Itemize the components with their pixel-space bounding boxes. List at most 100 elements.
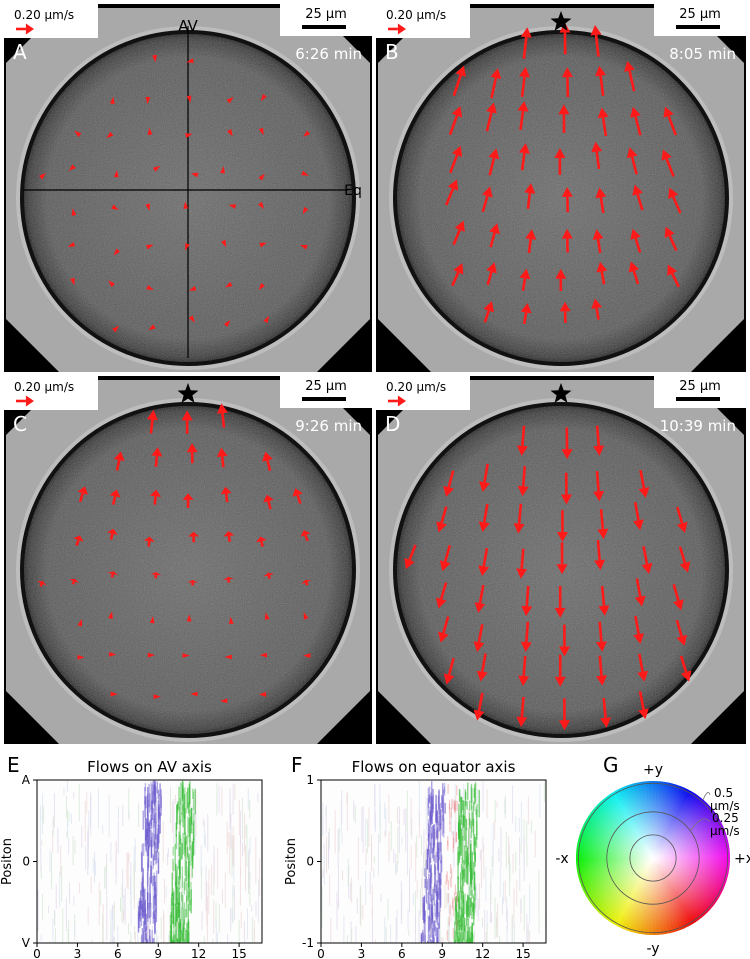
flow-arrow	[559, 698, 571, 731]
flow-arrow	[519, 66, 530, 98]
flow-arrow	[593, 425, 605, 456]
color-wheel	[576, 781, 730, 935]
x-tick-label: 0	[33, 947, 41, 959]
x-tick-label: 6	[114, 947, 122, 959]
flow-arrow	[146, 284, 154, 290]
flow-arrow	[516, 696, 528, 728]
flow-arrow	[439, 545, 452, 572]
flow-arrow	[624, 60, 636, 92]
flow-arrows	[404, 425, 692, 731]
speed-label: 0.20 μm/s	[386, 380, 446, 394]
flow-arrow	[559, 301, 571, 323]
flow-arrow	[592, 229, 604, 254]
flow-arrow	[591, 141, 603, 170]
scale-bar: 25 μm	[654, 376, 746, 408]
flow-arrow	[489, 223, 500, 248]
panel-letter: D	[385, 412, 400, 436]
flow-arrow	[146, 409, 158, 434]
flow-arrow	[483, 301, 494, 323]
flow-arrow	[632, 184, 644, 211]
ring-label-outer: 0.5 μm/s	[710, 786, 740, 813]
kymograph-image	[37, 780, 262, 943]
flow-arrow	[220, 166, 225, 174]
flow-arrow	[38, 172, 46, 180]
speed-arrow	[388, 23, 406, 35]
flow-arrow	[595, 65, 606, 96]
flow-arrow	[300, 244, 308, 250]
flow-arrow	[110, 691, 118, 697]
flow-arrow	[109, 652, 117, 657]
wheel-label-bottom: -y	[646, 941, 659, 957]
flow-arrow	[675, 619, 687, 646]
flow-arrow	[185, 133, 193, 138]
flow-arrow	[663, 106, 677, 136]
flow-arrow	[148, 324, 156, 331]
y-tick-label: 0	[22, 855, 30, 869]
flow-arrow	[301, 579, 312, 586]
wheel-label-left: -x	[555, 851, 568, 867]
scale-bar-label: 25 μm	[679, 379, 721, 394]
flow-arrow	[109, 489, 121, 505]
flow-arrow	[220, 486, 232, 503]
flow-arrow	[561, 186, 573, 213]
flow-arrow	[443, 470, 455, 497]
flow-arrow	[593, 471, 605, 502]
speed-legend: 0.20 μm/s	[4, 4, 98, 38]
flow-arrow	[556, 510, 568, 543]
flow-arrow	[667, 264, 680, 288]
flow-arrow	[598, 585, 610, 616]
flow-arrow	[561, 228, 573, 253]
flow-arrow	[258, 692, 267, 697]
speed-label: 0.20 μm/s	[14, 8, 74, 22]
flow-arrow	[302, 130, 311, 137]
flow-arrow	[485, 102, 497, 132]
panel-letter: B	[385, 40, 399, 64]
panel-letter: A	[13, 40, 27, 64]
flow-arrow	[186, 58, 194, 63]
flow-arrow	[520, 621, 532, 653]
flow-arrow	[452, 65, 466, 97]
flow-arrow	[556, 542, 568, 575]
x-tick-label: 9	[154, 947, 162, 959]
flow-arrow	[186, 443, 198, 464]
flow-arrow	[518, 655, 530, 687]
flow-arrow	[478, 547, 490, 577]
flow-arrow	[404, 544, 417, 570]
flow-arrow	[70, 277, 75, 286]
panel-b: 0.20 μm/s 25 μm B 8:05 min	[376, 4, 746, 372]
kymograph-title: Flows on AV axis	[87, 758, 212, 776]
flow-arrows	[444, 22, 682, 325]
flow-arrow	[224, 654, 232, 660]
y-axis-label: Positon	[284, 838, 299, 885]
flow-arrow	[303, 612, 309, 620]
flow-arrow	[638, 691, 649, 720]
wheel-ring	[577, 782, 729, 934]
flow-arrow	[594, 539, 606, 571]
flow-arrow	[108, 280, 116, 288]
flow-arrow	[554, 585, 566, 618]
flow-arrow	[260, 94, 267, 102]
embryo-outline	[393, 402, 729, 738]
flow-arrow	[597, 107, 609, 137]
flow-arrow	[518, 143, 530, 171]
flow-arrow	[183, 201, 189, 209]
flow-arrow	[109, 96, 115, 105]
flow-arrow	[143, 536, 155, 547]
speed-legend: 0.20 μm/s	[376, 376, 470, 410]
flow-arrow	[74, 130, 82, 138]
ring-leader	[690, 818, 711, 831]
star-icon	[177, 383, 199, 403]
flow-arrow	[678, 546, 691, 573]
flow-arrow	[516, 548, 528, 579]
wheel-ring	[629, 834, 677, 882]
flow-arrow	[108, 611, 113, 619]
flow-arrow	[555, 268, 567, 291]
flow-arrow	[633, 615, 645, 644]
flow-arrow	[77, 655, 85, 660]
flow-arrow	[263, 572, 275, 580]
flow-arrow	[451, 263, 464, 287]
flow-arrow	[223, 319, 231, 328]
flow-arrow	[479, 463, 490, 493]
